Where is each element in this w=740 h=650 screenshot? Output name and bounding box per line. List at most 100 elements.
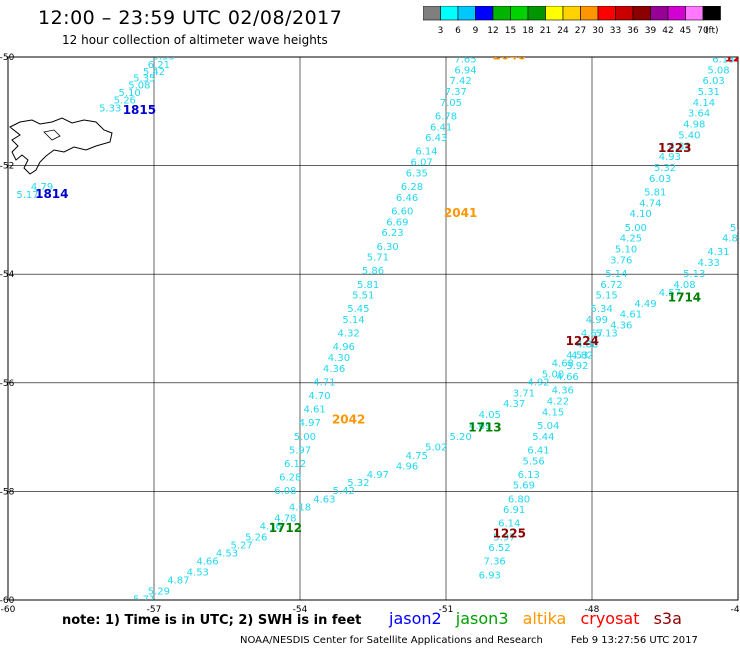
legend-jason2: jason2 bbox=[389, 609, 442, 628]
wave-height-point: 4.36 bbox=[610, 321, 632, 332]
scale-unit: (ft) bbox=[705, 26, 719, 36]
legend-altika: altika bbox=[522, 609, 567, 628]
wave-height-point: 6.78 bbox=[435, 111, 457, 122]
wave-height-point: 5.04 bbox=[537, 421, 559, 432]
wave-height-point: 4.15 bbox=[542, 407, 564, 418]
wave-height-point: 4.68 bbox=[552, 359, 574, 370]
scale-label: 45 bbox=[680, 26, 691, 36]
scale-swatch bbox=[702, 6, 721, 21]
wave-height-point: 5.08 bbox=[707, 65, 729, 76]
wave-height-point: 6.12 bbox=[284, 459, 306, 470]
wave-height-point: 5.35 bbox=[133, 73, 155, 84]
wave-height-point: 4.68 bbox=[576, 340, 598, 351]
wave-height-point: 4.69 bbox=[469, 421, 491, 432]
scale-label: 30 bbox=[592, 26, 604, 36]
wave-height-point: 5.53 bbox=[153, 52, 175, 63]
wave-height-point: 4.70 bbox=[308, 391, 330, 402]
legend-cryosat: cryosat bbox=[580, 609, 640, 628]
x-tick-label: -45 bbox=[731, 605, 740, 615]
wave-height-point: 5.17 bbox=[16, 190, 38, 201]
wave-height-point: 7.42 bbox=[449, 76, 471, 87]
satellite-legend: jason2 jason3 altika cryosat s3a bbox=[389, 609, 691, 628]
wave-height-point: 7.36 bbox=[484, 557, 506, 568]
wave-height-point: 4.36 bbox=[552, 386, 574, 397]
y-tick-label: -56 bbox=[0, 379, 15, 389]
y-tick-label: -58 bbox=[0, 487, 15, 497]
wave-height-point: 5.10 bbox=[119, 88, 141, 99]
wave-height-point: 4.53 bbox=[84, 630, 106, 641]
wave-height-point: 5.10 bbox=[615, 244, 637, 255]
wave-height-point: 4.36 bbox=[323, 364, 345, 375]
y-tick-label: -52 bbox=[0, 162, 14, 172]
pass-time-label: 1712 bbox=[269, 521, 302, 535]
wave-height-point: 5.42 bbox=[143, 67, 165, 78]
scale-label: 15 bbox=[505, 26, 516, 36]
wave-height-point: 6.23 bbox=[381, 228, 403, 239]
wave-height-point: 5.26 bbox=[114, 96, 136, 107]
scale-label: 27 bbox=[575, 26, 586, 36]
wave-height-point: 4.97 bbox=[299, 418, 321, 429]
y-tick-label: -60 bbox=[0, 596, 15, 606]
wave-height-point: 4.96 bbox=[396, 462, 418, 473]
wave-height-point: 6.35 bbox=[406, 168, 428, 179]
wave-height-point: 5.20 bbox=[449, 432, 471, 443]
wave-height-point: 4.93 bbox=[659, 152, 681, 163]
wave-height-point: 5.81 bbox=[644, 187, 666, 198]
land-outline bbox=[9, 117, 113, 175]
scale-label: 12 bbox=[487, 26, 498, 36]
pass-time-label: 1713 bbox=[468, 421, 501, 435]
wave-height-point: 4.33 bbox=[698, 258, 720, 269]
wave-height-point: 4.66 bbox=[557, 372, 579, 383]
x-tick-label: -48 bbox=[585, 605, 600, 615]
wave-height-point: 4.31 bbox=[707, 247, 729, 258]
wave-height-point: 4.75 bbox=[406, 451, 428, 462]
wave-height-point: 7.65 bbox=[454, 54, 476, 65]
wave-height-point: 5.32 bbox=[347, 478, 369, 489]
pass-time-label: 1714 bbox=[668, 290, 701, 304]
pass-time-label: 1814 bbox=[35, 187, 68, 201]
footer-date: Feb 9 13:27:56 UTC 2017 bbox=[570, 635, 698, 646]
wave-height-point: 4.05 bbox=[479, 410, 501, 421]
wave-height-point: 6.18 bbox=[712, 54, 734, 65]
wave-height-point: 6.52 bbox=[488, 543, 510, 554]
wave-height-point: 7.05 bbox=[440, 98, 462, 109]
scale-label: 6 bbox=[455, 26, 461, 36]
wave-height-point: 4.88 bbox=[576, 340, 598, 351]
wave-height-point: 4.66 bbox=[196, 557, 218, 568]
wave-height-point: 5.08 bbox=[128, 80, 150, 91]
wave-height-point: 5.81 bbox=[357, 280, 379, 291]
wave-height-point: 5.51 bbox=[352, 291, 374, 302]
wave-height-point: 6.28 bbox=[401, 182, 423, 193]
wave-height-point: 5.27 bbox=[230, 540, 252, 551]
wave-height-point: 6.14 bbox=[415, 147, 437, 158]
scale-label: 42 bbox=[662, 26, 673, 36]
wave-height-point: 6.21 bbox=[148, 60, 170, 71]
wave-height-point: 6.60 bbox=[391, 206, 413, 217]
pass-time-label: 2041 bbox=[444, 206, 477, 220]
wave-height-point: 4.92 bbox=[527, 378, 549, 389]
wave-height-point: 5.14 bbox=[342, 315, 364, 326]
wave-height-point: 6.43 bbox=[425, 133, 447, 144]
x-tick-label: -51 bbox=[439, 605, 454, 615]
wave-height-point: 5.29 bbox=[148, 587, 170, 598]
pass-time-label: 1224 bbox=[566, 334, 599, 348]
scale-label: 39 bbox=[645, 26, 657, 36]
wave-height-point: 6.03 bbox=[649, 174, 671, 185]
wave-height-point: 5.33 bbox=[99, 103, 121, 114]
wave-height-point: 4.71 bbox=[313, 378, 335, 389]
page-subtitle: 12 hour collection of altimeter wave hei… bbox=[62, 33, 328, 47]
wave-height-point: 4.61 bbox=[620, 310, 642, 321]
wave-height-point: 4.49 bbox=[634, 299, 656, 310]
wave-height-point: 4.53 bbox=[216, 549, 238, 560]
wave-height-point: 4.78 bbox=[274, 513, 296, 524]
x-tick-label: -60 bbox=[1, 605, 16, 615]
pass-time-label: 1815 bbox=[123, 103, 156, 117]
pass-time-label: 2042 bbox=[332, 413, 365, 427]
wave-height-point: 4.10 bbox=[630, 209, 652, 220]
wave-height-point: 5.14 bbox=[605, 269, 627, 280]
wave-height-point: 4.37 bbox=[503, 399, 525, 410]
wave-height-point: 4.67 bbox=[581, 329, 603, 340]
wave-height-point: 5.69 bbox=[513, 481, 535, 492]
wave-height-point: 5.00 bbox=[294, 432, 316, 443]
